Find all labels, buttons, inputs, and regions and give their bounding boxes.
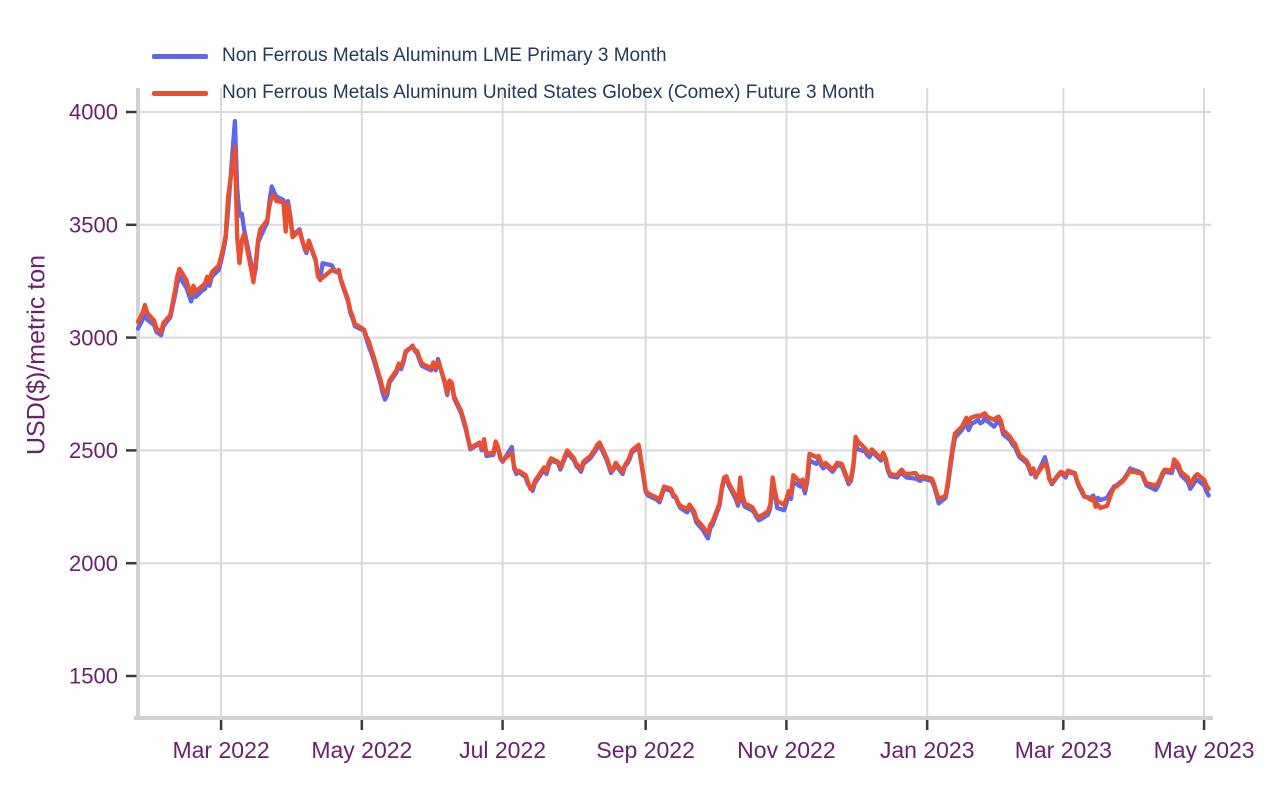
lme-legend-swatch [152, 53, 208, 59]
x-tick-label: May 2023 [1154, 737, 1255, 763]
gridlines [138, 88, 1211, 718]
comex-legend-label: Non Ferrous Metals Aluminum United State… [222, 82, 875, 103]
y-tick-label: 3000 [69, 325, 118, 350]
lme-legend-label: Non Ferrous Metals Aluminum LME Primary … [222, 45, 667, 66]
x-tick-label: Jul 2022 [459, 737, 546, 763]
x-tick-label: Mar 2022 [172, 737, 269, 763]
series-lines [135, 118, 1211, 541]
legend-item-lme: Non Ferrous Metals Aluminum LME Primary … [152, 44, 875, 68]
comex-series-line [135, 144, 1211, 535]
x-tick-label: Sep 2022 [596, 737, 694, 763]
comex-legend-swatch [152, 90, 208, 96]
x-tick-label: Nov 2022 [737, 737, 835, 763]
y-tick-label: 4000 [69, 100, 118, 125]
y-tick-label: 2000 [69, 551, 118, 576]
tick-labels: 1500 2000 2500 3000 3500 4000 Mar 2022 May 2022… [69, 100, 1255, 763]
legend-item-comex: Non Ferrous Metals Aluminum United State… [152, 81, 875, 105]
x-tick-label: Jan 2023 [880, 737, 975, 763]
y-tick-label: 2500 [69, 438, 118, 463]
x-tick-label: Mar 2023 [1015, 737, 1112, 763]
chart-legend: Non Ferrous Metals Aluminum LME Primary … [152, 44, 875, 105]
tick-marks [126, 110, 1206, 730]
axes [134, 88, 1213, 720]
y-axis-title: USD($)/metric ton [22, 254, 51, 456]
y-tick-label: 3500 [69, 213, 118, 238]
y-tick-label: 1500 [69, 664, 118, 689]
x-tick-label: May 2022 [311, 737, 412, 763]
